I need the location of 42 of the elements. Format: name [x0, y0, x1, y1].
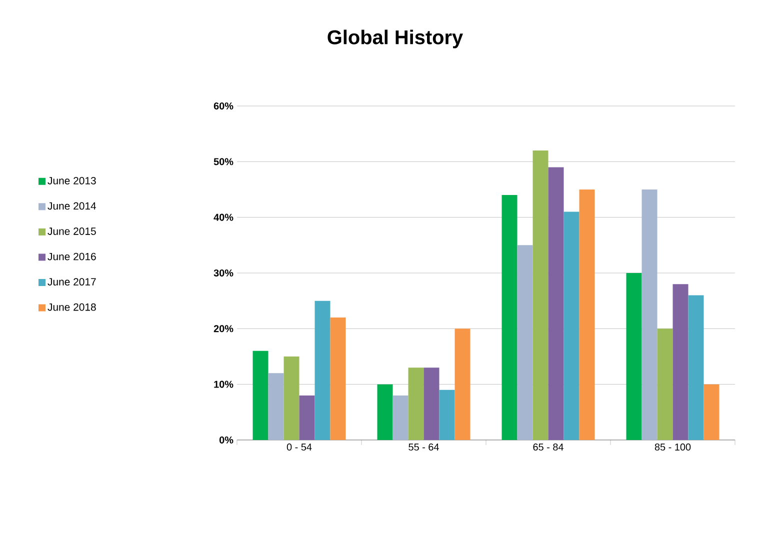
- bar: [454, 328, 470, 440]
- y-tick-label: 50%: [214, 158, 234, 166]
- chart-title: Global History: [328, 30, 463, 48]
- bar: [564, 212, 580, 440]
- bar: [408, 368, 424, 440]
- y-tick-label: 10%: [214, 380, 234, 388]
- x-tick-label: 0 - 54: [286, 444, 312, 451]
- legend-label: June 2013: [48, 176, 96, 184]
- bar: [657, 328, 673, 440]
- bar: [314, 300, 330, 440]
- bar: [579, 189, 595, 440]
- bar: [284, 356, 300, 440]
- y-tick-label: 30%: [214, 269, 234, 277]
- bar: [439, 390, 455, 440]
- bar: [377, 384, 393, 440]
- y-tick-label: 60%: [214, 102, 234, 110]
- x-tick-label: 85 - 100: [654, 444, 691, 451]
- bar: [548, 167, 564, 440]
- legend-label: June 2016: [48, 252, 96, 260]
- bar: [268, 373, 284, 440]
- legend-label: June 2018: [48, 303, 96, 311]
- bar: [642, 189, 658, 440]
- y-tick-label: 20%: [214, 325, 234, 332]
- x-tick-label: 55 - 64: [408, 444, 439, 451]
- bar: [672, 284, 688, 440]
- bar: [626, 272, 642, 440]
- bar: [532, 150, 548, 440]
- y-tick-label: 0%: [219, 436, 234, 444]
- bar: [252, 350, 268, 440]
- x-tick-label: 65 - 84: [533, 444, 564, 451]
- legend-label: June 2014: [48, 202, 96, 210]
- bar: [299, 395, 315, 440]
- bar: [392, 395, 408, 440]
- bar: [517, 245, 533, 440]
- y-tick-label: 40%: [214, 214, 234, 221]
- legend-label: June 2015: [48, 228, 96, 235]
- bar: [330, 318, 346, 440]
- bar: [502, 195, 518, 440]
- legend-label: June 2017: [48, 278, 96, 286]
- bar: [688, 295, 704, 440]
- bar: [704, 384, 720, 440]
- bar: [424, 368, 440, 440]
